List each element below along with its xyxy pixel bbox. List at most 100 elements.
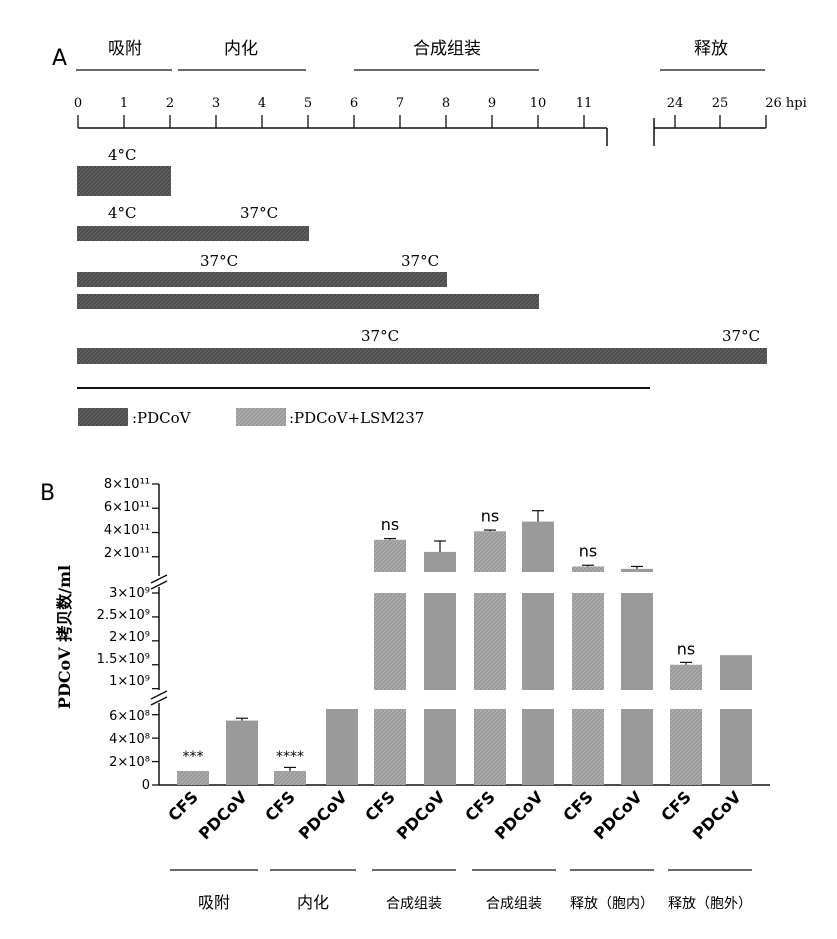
bar-series bbox=[177, 510, 752, 785]
temp-label: 37°C bbox=[722, 327, 760, 345]
bar bbox=[374, 539, 406, 572]
time-axis-ticks bbox=[77, 115, 767, 128]
treatment-bar-assembly-8h bbox=[77, 272, 447, 287]
y-tick-labels: 0 2×10⁸ 4×10⁸ 6×10⁸ 1×10⁹ 1.5×10⁹ 2×10⁹ … bbox=[97, 477, 150, 793]
group-label: 释放（胞内） bbox=[570, 896, 654, 912]
x-tick-label: CFS bbox=[361, 787, 399, 825]
group-label: 合成组装 bbox=[386, 896, 442, 912]
bar bbox=[522, 521, 554, 572]
y-tick-label: 2.5×10⁹ bbox=[97, 608, 150, 623]
legend-label-pdcov: :PDCoV bbox=[132, 409, 192, 427]
time-tick-label: 25 bbox=[712, 96, 729, 111]
time-tick-label: 24 bbox=[667, 96, 684, 111]
bar bbox=[621, 593, 653, 690]
y-tick-label: 8×10¹¹ bbox=[104, 477, 150, 492]
time-tick-label: 6 bbox=[350, 96, 358, 111]
temp-label: 4°C bbox=[108, 146, 137, 164]
stage-headers: 吸附 内化 合成组装 释放 bbox=[76, 39, 765, 71]
group-label: 吸附 bbox=[198, 893, 230, 912]
time-tick-label: 9 bbox=[488, 96, 496, 111]
x-tick-label: CFS bbox=[461, 787, 499, 825]
panel-b: B PDCoV 拷贝数/ml 0 2×10⁸ 4×10⁸ 6×10⁸ 1×10⁹… bbox=[40, 477, 770, 912]
group-label: 合成组装 bbox=[486, 896, 542, 912]
y-axis-break-lower bbox=[150, 690, 168, 706]
x-tick-label: CFS bbox=[164, 787, 202, 825]
significance-label: ns bbox=[579, 541, 597, 560]
x-tick-label: CFS bbox=[657, 787, 695, 825]
time-tick-label: 11 bbox=[576, 96, 593, 111]
y-axis: 0 2×10⁸ 4×10⁸ 6×10⁸ 1×10⁹ 1.5×10⁹ 2×10⁹ … bbox=[97, 477, 770, 793]
bar bbox=[621, 568, 653, 572]
bar bbox=[424, 593, 456, 690]
y-tick-label: 4×10⁸ bbox=[109, 732, 150, 747]
time-tick-label: 5 bbox=[304, 96, 312, 111]
bar bbox=[177, 770, 209, 785]
legend-label-pdcov-lsm237: :PDCoV+LSM237 bbox=[289, 409, 424, 427]
bar bbox=[720, 709, 752, 785]
x-tick-label: PDCoV bbox=[295, 787, 351, 843]
time-tick-label: 4 bbox=[258, 96, 266, 111]
y-tick-label: 2×10¹¹ bbox=[104, 546, 150, 561]
y-tick-label: 6×10⁸ bbox=[109, 709, 150, 724]
x-tick-label: CFS bbox=[559, 787, 597, 825]
time-tick-label: 2 bbox=[166, 96, 174, 111]
y-tick-label: 0 bbox=[142, 778, 150, 793]
significance-label: ns bbox=[381, 515, 399, 534]
bar bbox=[522, 593, 554, 690]
bar bbox=[474, 531, 506, 572]
legend-swatch-pdcov-lsm237 bbox=[236, 408, 286, 426]
x-tick-label: PDCoV bbox=[393, 787, 449, 843]
bar bbox=[374, 593, 406, 690]
bar bbox=[572, 709, 604, 785]
bar bbox=[424, 551, 456, 572]
treatment-bars: 4°C 4°C 37°C 37°C 37°C 37°C 37°C bbox=[77, 146, 767, 389]
panel-a: A 吸附 内化 合成组装 释放 0 1 2 3 4 5 6 bbox=[52, 39, 807, 427]
time-tick-label: 3 bbox=[212, 96, 220, 111]
temp-label: 37°C bbox=[200, 252, 238, 270]
y-tick-label: 2×10⁹ bbox=[109, 630, 150, 645]
bar bbox=[424, 709, 456, 785]
treatment-bar-assembly-10h bbox=[77, 294, 539, 309]
x-tick-label: PDCoV bbox=[590, 787, 646, 843]
bar bbox=[522, 709, 554, 785]
panel-a-legend: :PDCoV :PDCoV+LSM237 bbox=[78, 408, 424, 427]
time-tick-labels: 0 1 2 3 4 5 6 7 8 9 10 11 24 25 26 hpi bbox=[74, 96, 807, 111]
bar bbox=[274, 770, 306, 785]
time-tick-label: 0 bbox=[74, 96, 82, 111]
x-tick-label: CFS bbox=[261, 787, 299, 825]
temp-label: 37°C bbox=[361, 327, 399, 345]
group-labels: 吸附 内化 合成组装 合成组装 释放（胞内） 释放（胞外） bbox=[198, 893, 752, 912]
x-tick-label: PDCoV bbox=[491, 787, 547, 843]
y-axis-break-upper bbox=[150, 574, 168, 590]
y-tick-label: 4×10¹¹ bbox=[104, 523, 150, 538]
bar bbox=[670, 709, 702, 785]
y-tick-label: 1.5×10⁹ bbox=[97, 652, 150, 667]
temp-label: 4°C bbox=[108, 204, 137, 222]
panel-a-label: A bbox=[52, 46, 67, 71]
x-tick-label: PDCoV bbox=[689, 787, 745, 843]
time-tick-label: 8 bbox=[442, 96, 450, 111]
temp-label: 37°C bbox=[240, 204, 278, 222]
treatment-bar-release bbox=[77, 348, 767, 364]
bar bbox=[621, 709, 653, 785]
y-tick-marks bbox=[152, 483, 159, 786]
bar bbox=[226, 720, 258, 785]
group-label: 内化 bbox=[297, 893, 329, 912]
temp-label: 37°C bbox=[401, 252, 439, 270]
y-tick-label: 3×10⁹ bbox=[109, 586, 150, 601]
bar bbox=[720, 655, 752, 690]
bar bbox=[670, 664, 702, 690]
time-axis: 0 1 2 3 4 5 6 7 8 9 10 11 24 25 26 hpi bbox=[74, 96, 807, 146]
time-tick-label: 1 bbox=[120, 96, 128, 111]
bar bbox=[474, 593, 506, 690]
stage-label-release: 释放 bbox=[694, 39, 728, 59]
significance-label: ns bbox=[481, 506, 499, 525]
time-tick-label: 7 bbox=[396, 96, 404, 111]
significance-label: **** bbox=[276, 749, 304, 765]
stage-label-adsorption: 吸附 bbox=[108, 39, 142, 59]
y-tick-label: 2×10⁸ bbox=[109, 755, 150, 770]
y-axis-label: PDCoV 拷贝数/ml bbox=[55, 565, 74, 709]
y-tick-label: 6×10¹¹ bbox=[104, 500, 150, 515]
